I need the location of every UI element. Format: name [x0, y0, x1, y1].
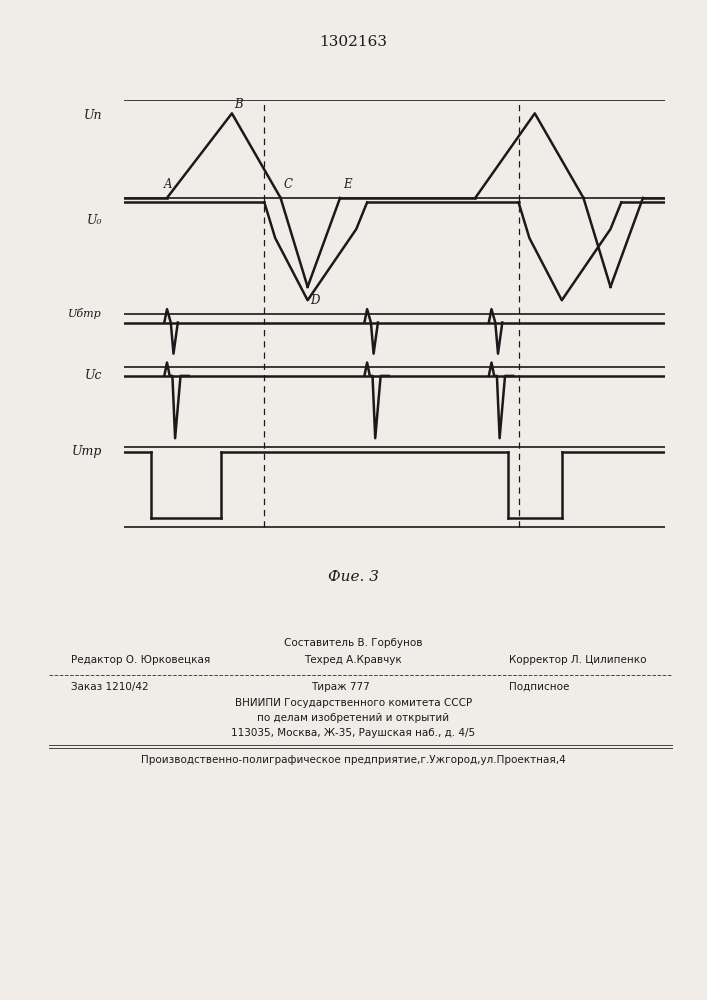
Text: Редактор О. Юрковецкая: Редактор О. Юрковецкая [71, 655, 210, 665]
Text: Тираж 777: Тираж 777 [311, 682, 370, 692]
Text: Производственно-полиграфическое предприятие,г.Ужгород,ул.Проектная,4: Производственно-полиграфическое предприя… [141, 755, 566, 765]
Text: Uп: Uп [83, 109, 102, 122]
Text: Заказ 1210/42: Заказ 1210/42 [71, 682, 148, 692]
Text: Фие. 3: Фие. 3 [328, 570, 379, 584]
Text: по делам изобретений и открытий: по делам изобретений и открытий [257, 713, 450, 723]
Text: 1302163: 1302163 [320, 35, 387, 49]
Text: A: A [164, 178, 173, 191]
Text: Корректор Л. Цилипенко: Корректор Л. Цилипенко [509, 655, 646, 665]
Text: Uс: Uс [85, 369, 102, 382]
Text: Техред А.Кравчук: Техред А.Кравчук [304, 655, 402, 665]
Text: E: E [343, 178, 351, 191]
Text: Подписное: Подписное [509, 682, 569, 692]
Text: C: C [284, 178, 292, 191]
Text: Uтр: Uтр [71, 445, 102, 458]
Text: U₀: U₀ [86, 214, 102, 227]
Text: Составитель В. Горбунов: Составитель В. Горбунов [284, 638, 423, 648]
Text: 113035, Москва, Ж-35, Раушская наб., д. 4/5: 113035, Москва, Ж-35, Раушская наб., д. … [231, 728, 476, 738]
Text: D: D [310, 294, 320, 307]
Text: B: B [235, 98, 243, 111]
Text: ВНИИПИ Государственного комитета СССР: ВНИИПИ Государственного комитета СССР [235, 698, 472, 708]
Text: Uбтр: Uбтр [69, 308, 102, 319]
